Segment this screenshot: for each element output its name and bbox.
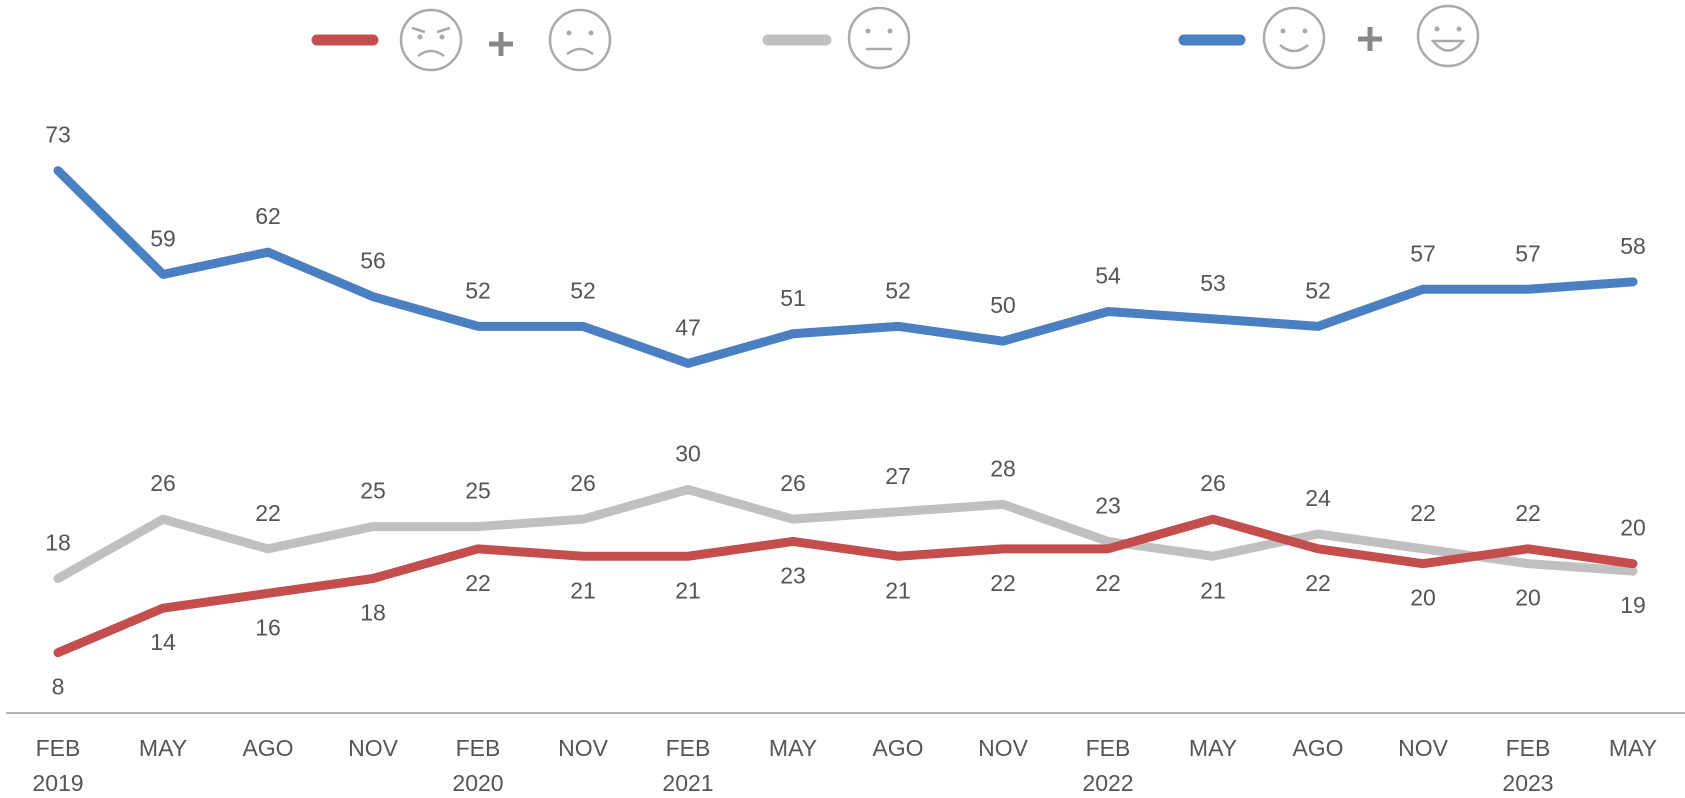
data-label: 21 [885,577,911,603]
data-label: 54 [1095,263,1121,289]
series-line [53,514,1638,658]
data-label: 28 [990,455,1016,481]
x-tick-label: NOV [978,735,1029,761]
data-label: 22 [990,570,1016,596]
x-tick-label: AGO [242,735,293,761]
data-label: 57 [1515,240,1541,266]
data-label: 25 [465,478,491,504]
data-label: 20 [1515,585,1541,611]
data-label: 24 [1305,485,1331,511]
icon-happy [1262,6,1326,70]
x-tick-label: NOV [348,735,399,761]
x-tick-label: FEB [1506,735,1551,761]
x-tick-label: FEB [1086,735,1131,761]
data-label: 25 [360,478,386,504]
data-label: 20 [1410,585,1436,611]
data-label: 8 [52,674,65,700]
data-label: 23 [780,562,806,588]
data-label: 20 [1620,515,1646,541]
data-label: 23 [1095,492,1121,518]
data-label: 57 [1410,240,1436,266]
legend [399,4,1480,72]
data-label: 27 [885,463,911,489]
x-tick-label: 2022 [1082,770,1133,796]
x-tick-label: AGO [1292,735,1343,761]
icon-angry [399,8,463,72]
data-label: 22 [1410,500,1436,526]
data-label: 52 [465,277,491,303]
data-label: 59 [150,225,176,251]
x-tick-label: NOV [1398,735,1449,761]
data-label: 26 [780,470,806,496]
x-tick-label: MAY [1609,735,1657,761]
x-tick-label: FEB [456,735,501,761]
data-label: 18 [360,600,386,626]
data-label: 47 [675,314,701,340]
data-label: 22 [1515,500,1541,526]
data-label: 26 [570,470,596,496]
x-tick-label: FEB [666,735,711,761]
data-label: 52 [885,277,911,303]
data-label: 50 [990,292,1016,318]
data-label: 22 [465,570,491,596]
data-label: 16 [255,614,281,640]
data-label: 19 [1620,592,1646,618]
x-tick-label: NOV [558,735,609,761]
data-label: 56 [360,248,386,274]
data-label: 62 [255,203,281,229]
data-label: 52 [570,277,596,303]
data-label: 18 [45,530,71,556]
data-label: 22 [1095,570,1121,596]
data-label: 21 [675,577,701,603]
x-tick-label: FEB [36,735,81,761]
data-label: 21 [1200,577,1226,603]
data-label: 22 [255,500,281,526]
data-label: 30 [675,441,701,467]
x-tick-label: MAY [1189,735,1237,761]
icon-neutral [847,6,911,70]
series-line [53,166,1638,368]
data-label: 26 [150,470,176,496]
x-tick-label: 2020 [452,770,503,796]
x-tick-label: 2021 [662,770,713,796]
data-label: 73 [45,122,71,148]
x-tick-label: 2019 [32,770,83,796]
data-label: 22 [1305,570,1331,596]
icon-sad [548,8,612,72]
series-line [53,485,1638,583]
x-tick-label: MAY [139,735,187,761]
data-label: 14 [150,629,176,655]
data-label: 21 [570,577,596,603]
icon-laughing [1416,4,1480,68]
data-label: 53 [1200,270,1226,296]
x-tick-label: 2023 [1502,770,1553,796]
data-label: 58 [1620,233,1646,259]
x-tick-label: AGO [872,735,923,761]
data-label: 52 [1305,277,1331,303]
data-label: 26 [1200,470,1226,496]
x-tick-label: MAY [769,735,817,761]
data-label: 51 [780,285,806,311]
